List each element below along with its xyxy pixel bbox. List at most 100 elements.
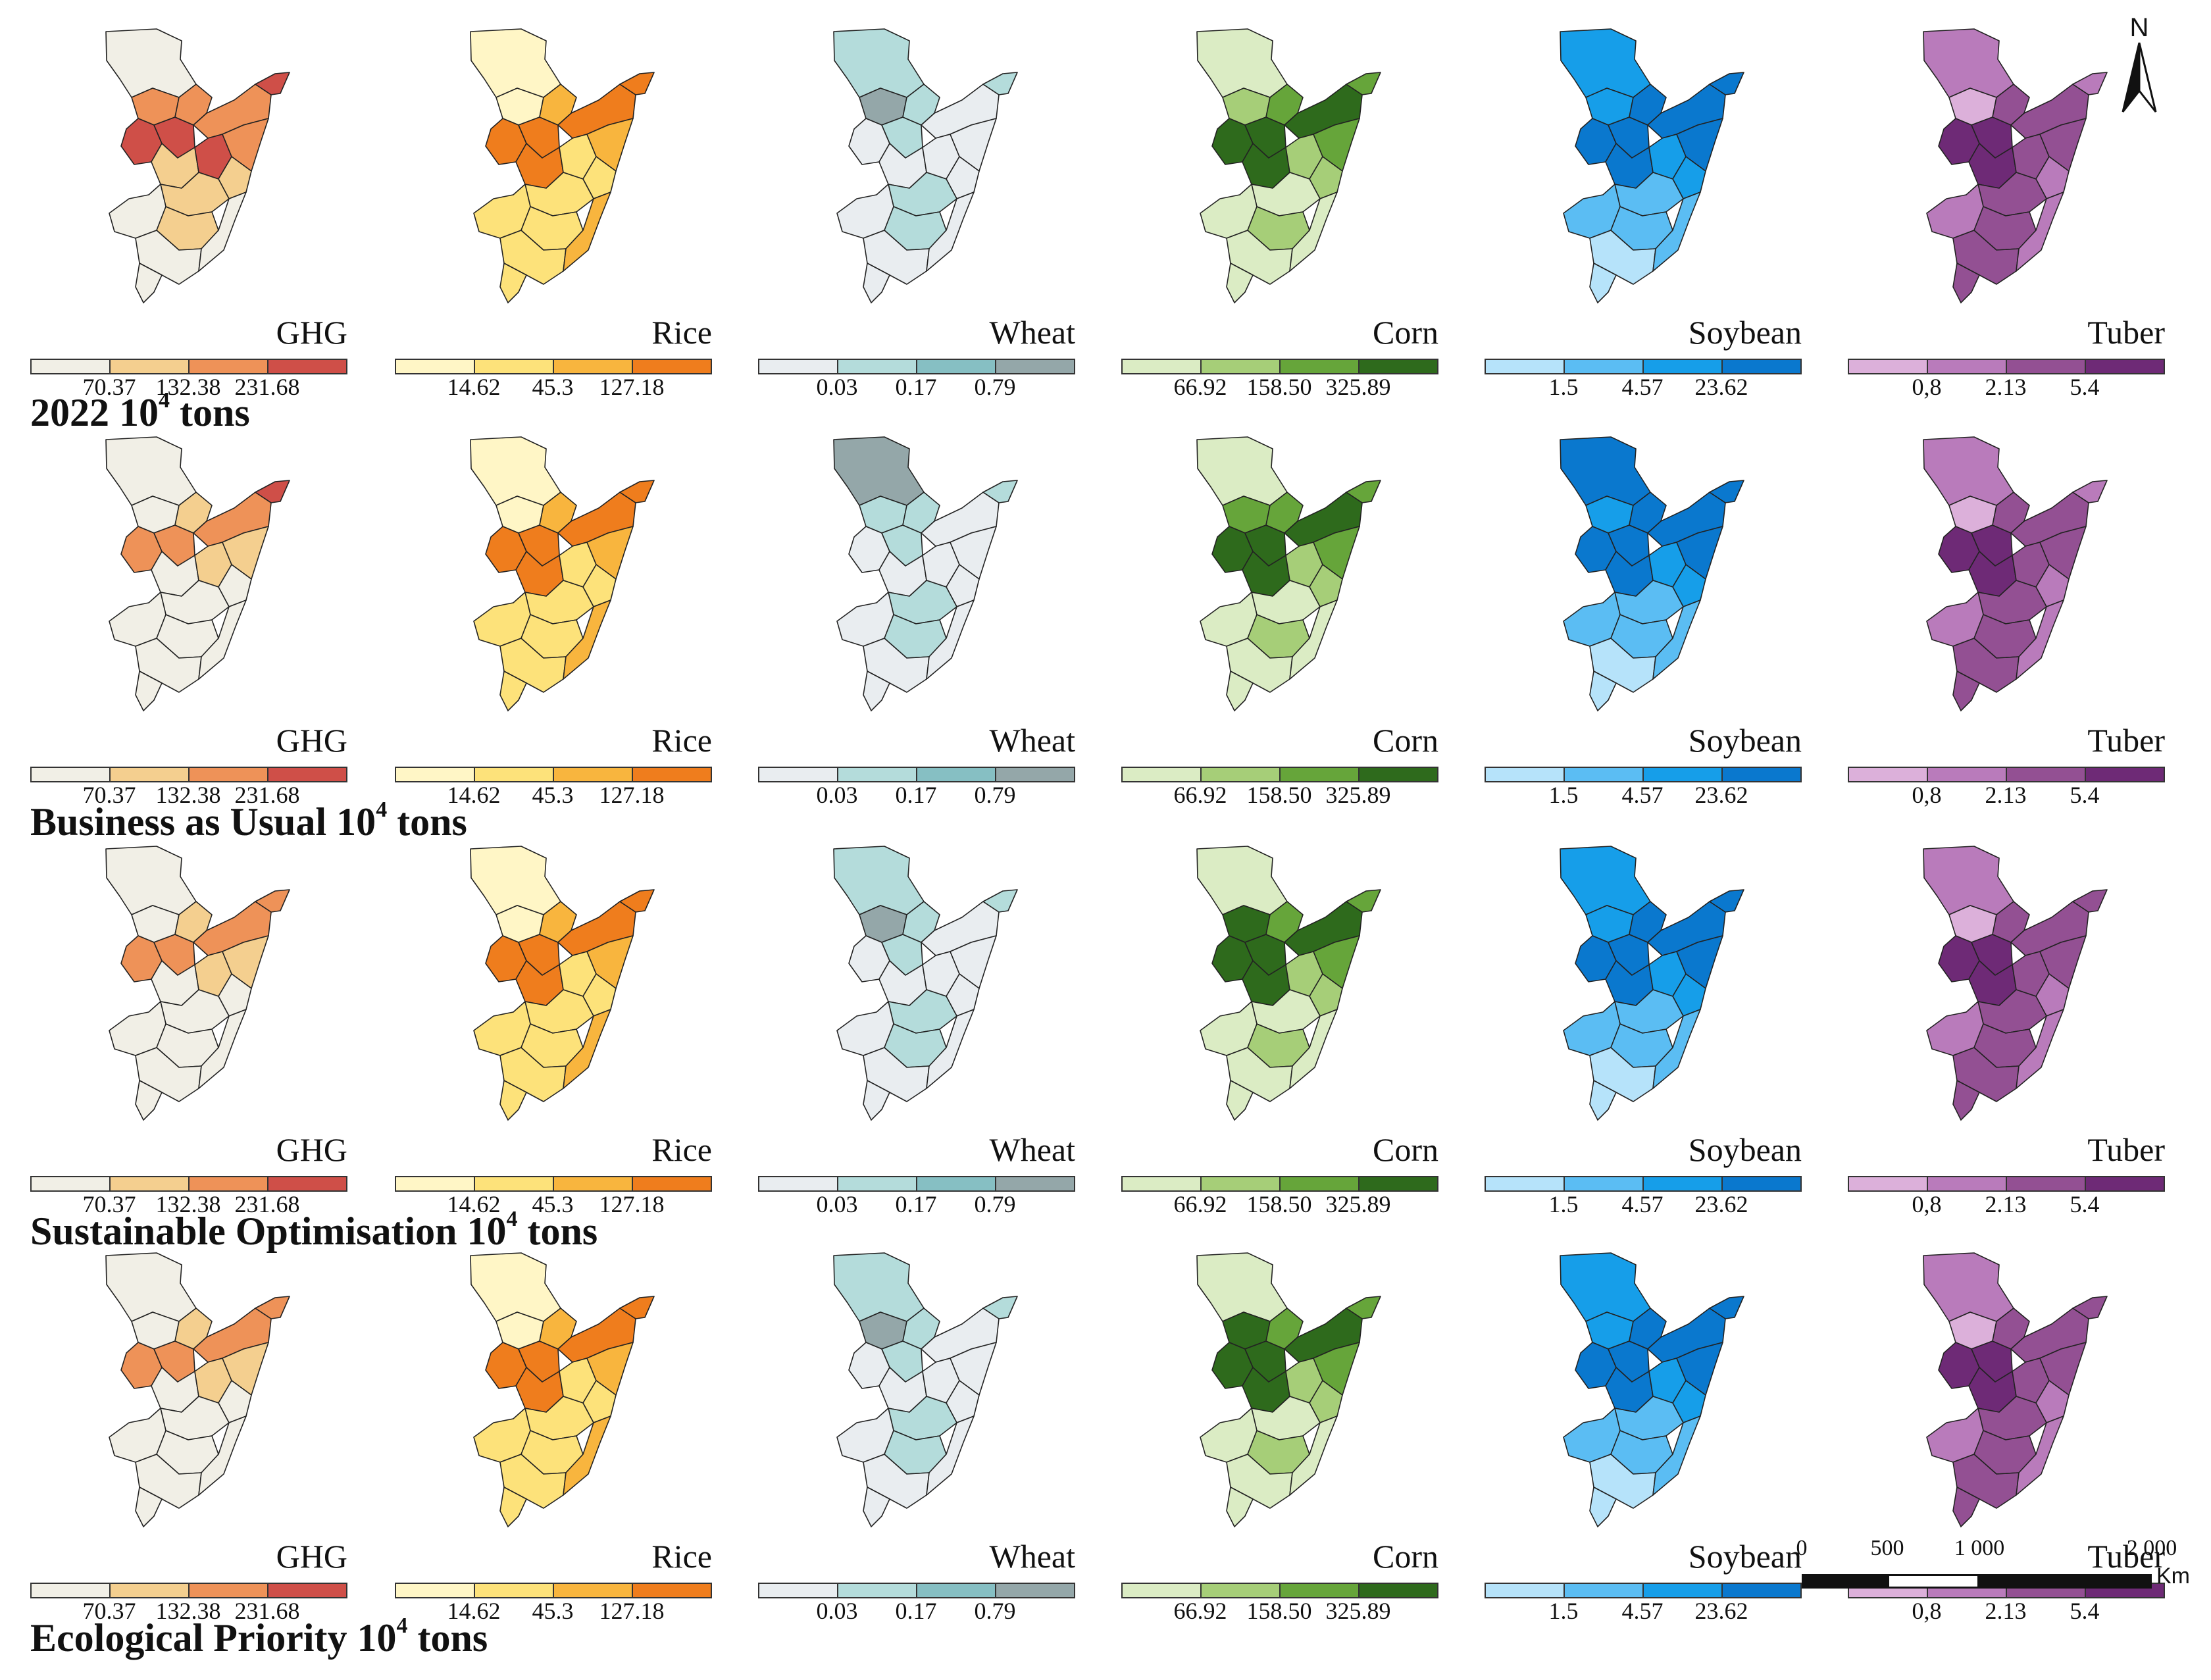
region-14: [135, 1047, 202, 1102]
legend-ticks: 0,8 2.13 5.4: [1848, 375, 2165, 408]
choropleth-map: [470, 28, 655, 304]
legend-break-0: 14.62: [447, 374, 501, 400]
region-6: [2072, 889, 2108, 913]
scale-tick-1000: 1 000: [1954, 1536, 2005, 1560]
region-15: [563, 191, 611, 272]
legend-swatch-3: [1723, 768, 1800, 781]
region-14: [499, 1454, 567, 1509]
region-0: [470, 28, 561, 98]
legend-break-2: 5.4: [2070, 1191, 2100, 1217]
region-6: [255, 480, 290, 503]
legend-break-1: 2.13: [1985, 374, 2027, 400]
legend-swatch-2: [1281, 360, 1360, 373]
choropleth-map: [833, 1252, 1018, 1528]
legend-swatch-2: [917, 1177, 996, 1190]
region-peninsula: [499, 1486, 528, 1528]
legend-ticks: 66.92 158.50 325.89: [1121, 1192, 1438, 1225]
legend-bar: [395, 1176, 712, 1192]
legend-break-0: 0.03: [816, 782, 858, 808]
crop-label: GHG: [276, 722, 347, 759]
north-arrow-icon: [2122, 42, 2157, 113]
legend-swatch-3: [2086, 768, 2164, 781]
region-peninsula: [1589, 262, 1617, 304]
region-14: [499, 638, 567, 693]
map-panel-wheat-1: Wheat 0.03 0.17 0.79: [758, 434, 1080, 842]
region-15: [926, 191, 975, 272]
legend-break-2: 325.89: [1325, 1191, 1391, 1217]
legend-bar: [1121, 767, 1438, 782]
legend-break-1: 0.17: [895, 782, 937, 808]
legend-swatch-2: [917, 360, 996, 373]
map-panel-soybean-1: Soybean 1.5 4.57 23.62: [1485, 434, 1807, 842]
scale-bar: 0 500 1 000 2 000 Km: [1796, 1536, 2211, 1654]
legend-bar: [395, 1583, 712, 1598]
legend-break-0: 0.03: [816, 374, 858, 400]
map-panel-rice-0: Rice 14.62 45.3 127.18: [395, 26, 717, 434]
region-6: [1709, 889, 1744, 913]
crop-label: Rice: [651, 314, 712, 351]
legend-ticks: 0,8 2.13 5.4: [1848, 1192, 2165, 1225]
region-14: [863, 1047, 930, 1102]
scale-bar-seg-3: [1979, 1574, 2152, 1589]
legend-swatch-3: [1360, 1584, 1437, 1597]
region-15: [1289, 191, 1338, 272]
legend-break-1: 0.17: [895, 1191, 937, 1217]
region-14: [1226, 1047, 1293, 1102]
region-0: [105, 1252, 197, 1322]
legend-swatch-1: [838, 768, 917, 781]
region-6: [1709, 480, 1744, 503]
map-panel-soybean-3: Soybean 1.5 4.57 23.62: [1485, 1250, 1807, 1658]
crop-label: Tuber: [2087, 722, 2165, 759]
region-14: [863, 230, 930, 285]
crop-label: Soybean: [1688, 1131, 1802, 1168]
map-panel-corn-3: Corn 66.92 158.50 325.89: [1121, 1250, 1444, 1658]
legend-bar: [1121, 359, 1438, 374]
region-14: [499, 230, 567, 285]
region-15: [198, 1009, 247, 1089]
choropleth-map: [1560, 436, 1744, 712]
region-0: [833, 28, 925, 98]
legend-break-2: 0.79: [974, 1598, 1016, 1624]
region-peninsula: [863, 1079, 891, 1121]
region-6: [255, 72, 290, 95]
legend-break-2: 127.18: [599, 1598, 665, 1624]
legend-ticks: 66.92 158.50 325.89: [1121, 375, 1438, 408]
choropleth-map: [1923, 1252, 2108, 1528]
choropleth-map: [105, 846, 290, 1121]
region-15: [1652, 599, 1701, 680]
region-peninsula: [1226, 1079, 1254, 1121]
map-panel-rice-1: Rice 14.62 45.3 127.18: [395, 434, 717, 842]
legend-break-1: 2.13: [1985, 782, 2027, 808]
legend-ticks: 70.37 132.38 231.68: [30, 1192, 347, 1225]
legend-break-1: 4.57: [1621, 374, 1664, 400]
region-peninsula: [863, 670, 891, 712]
region-peninsula: [135, 262, 163, 304]
legend-ticks: 1.5 4.57 23.62: [1485, 1599, 1802, 1632]
legend-break-2: 23.62: [1694, 782, 1748, 808]
legend-break-1: 45.3: [532, 1191, 574, 1217]
region-6: [1346, 1296, 1381, 1319]
legend-bar: [758, 359, 1075, 374]
region-peninsula: [1226, 262, 1254, 304]
row-title-exponent: 4: [159, 388, 170, 413]
legend-break-1: 0.17: [895, 1598, 937, 1624]
map-panel-ghg-1: GHG 70.37 132.38 231.68: [30, 434, 353, 842]
region-15: [926, 599, 975, 680]
region-15: [1652, 191, 1701, 272]
region-0: [1923, 1252, 2014, 1322]
region-peninsula: [1952, 670, 1981, 712]
map-panel-wheat-3: Wheat 0.03 0.17 0.79: [758, 1250, 1080, 1658]
row-title-1: Business as Usual 104 tons: [30, 798, 467, 845]
legend-break-1: 158.50: [1246, 1598, 1312, 1624]
region-6: [619, 1296, 655, 1319]
legend-swatch-2: [190, 1177, 268, 1190]
legend-swatch-2: [554, 1177, 633, 1190]
legend-break-0: 0,8: [1912, 782, 1942, 808]
legend-break-1: 4.57: [1621, 782, 1664, 808]
region-peninsula: [1226, 670, 1254, 712]
legend-break-0: 14.62: [447, 1598, 501, 1624]
region-6: [982, 480, 1018, 503]
region-15: [1289, 1009, 1338, 1089]
row-title-main: Business as Usual 10: [30, 800, 376, 844]
north-label: N: [2129, 13, 2149, 42]
